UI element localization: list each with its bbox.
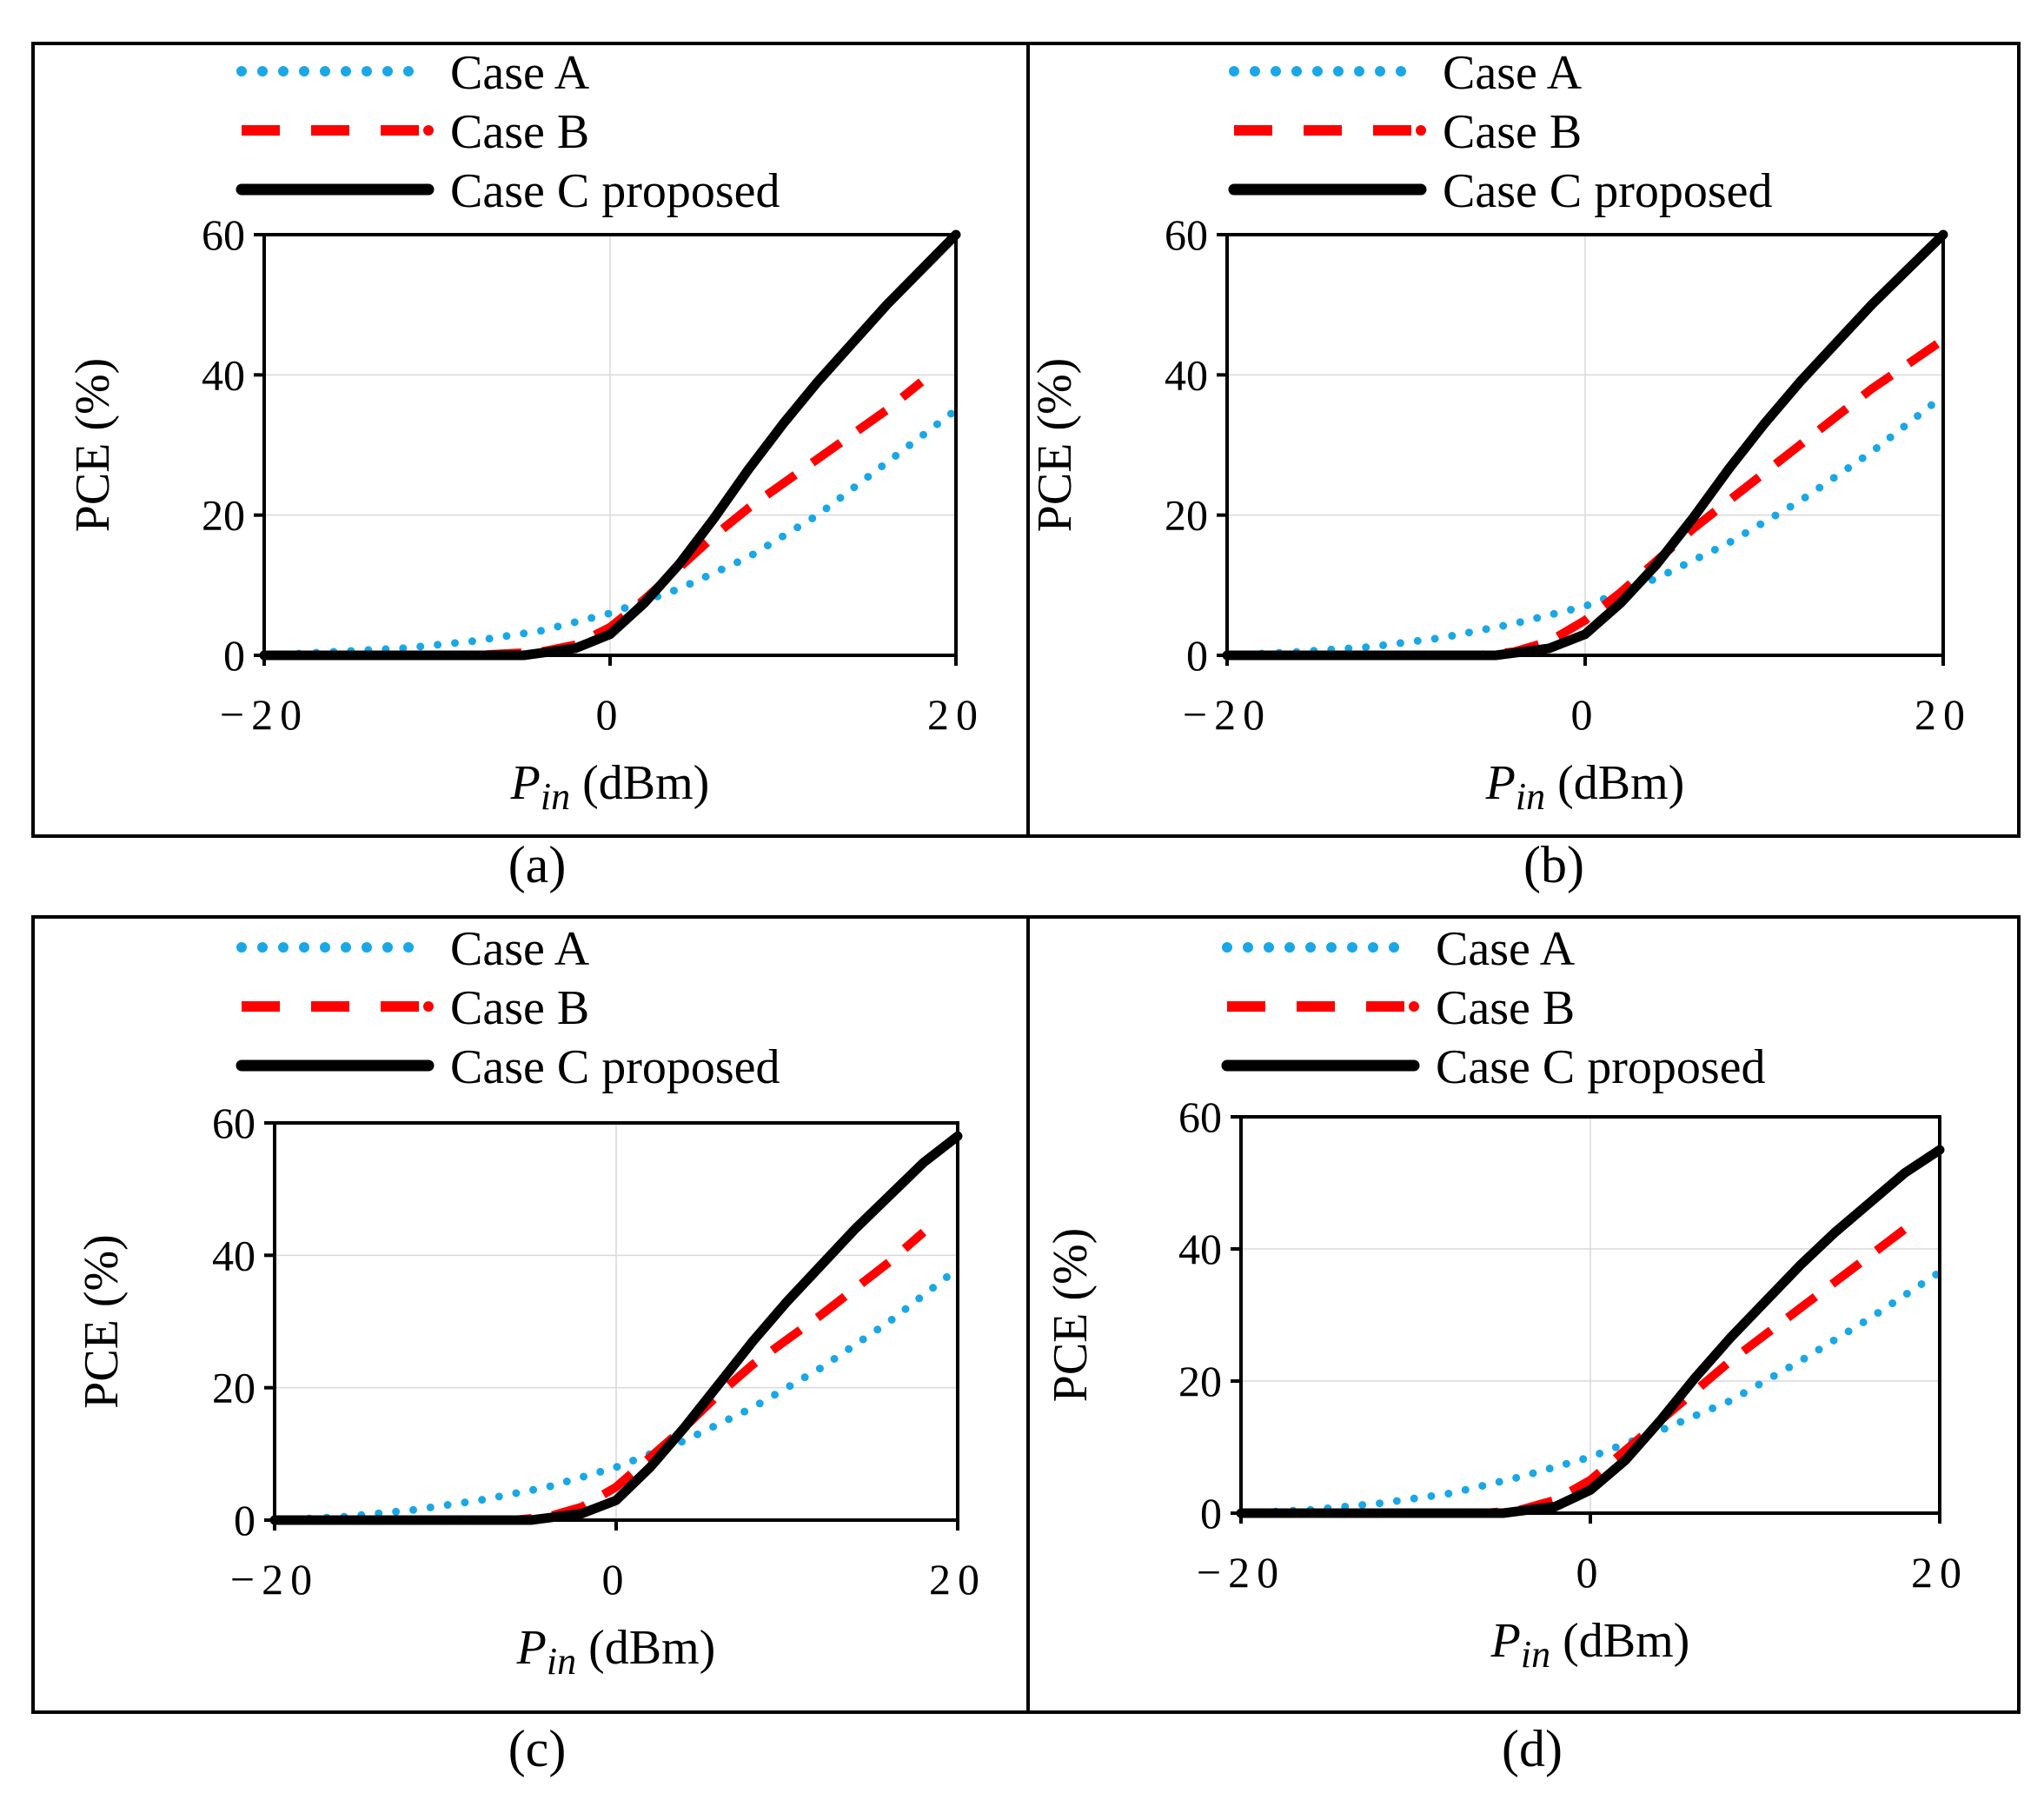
- y-axis-label: PCE (%): [1044, 1228, 1098, 1403]
- ytick-label: 60: [1178, 1092, 1222, 1141]
- legend-label: Case A: [450, 46, 590, 100]
- series-line-case-a: [270, 1265, 962, 1524]
- x-axis-label: Pin (dBm): [516, 1621, 716, 1683]
- series-line-case-c-proposed: [259, 229, 961, 661]
- ytick-label: 60: [202, 210, 245, 259]
- ytick-label: 0: [1200, 1489, 1222, 1537]
- panel-frame: [1026, 42, 2021, 838]
- series-line-case-c-proposed: [269, 1131, 963, 1525]
- ytick-label: 20: [1178, 1357, 1222, 1405]
- legend-label: Case A: [1443, 46, 1583, 100]
- ytick-label: 60: [1165, 210, 1208, 259]
- ytick-label: 20: [212, 1364, 256, 1412]
- xtick-label: 0: [1576, 1548, 1605, 1597]
- legend-swatch-dot: [423, 1001, 434, 1012]
- ytick-label: 40: [212, 1231, 256, 1279]
- legend-label: Case A: [450, 922, 590, 976]
- ytick-label: 60: [212, 1099, 256, 1147]
- series-line-case-c-proposed: [1236, 1145, 1945, 1518]
- ytick-label: 40: [1165, 350, 1208, 399]
- legend-swatch-dot: [423, 125, 434, 136]
- panel-caption: (d): [1502, 1720, 1563, 1777]
- panel-caption: (b): [1523, 836, 1584, 893]
- xtick-label: 0: [1571, 690, 1600, 739]
- legend-label: Case B: [450, 105, 589, 159]
- series-line-case-c-proposed: [1222, 229, 1948, 661]
- legend-label: Case B: [1436, 981, 1575, 1035]
- ytick-label: 40: [1178, 1225, 1222, 1273]
- legend-swatch-dot: [1416, 125, 1426, 136]
- xtick-label: 20: [927, 690, 985, 739]
- xtick-label: −20: [1197, 1548, 1285, 1597]
- ytick-label: 0: [234, 1496, 256, 1544]
- xtick-label: −20: [1183, 690, 1271, 739]
- ytick-label: 20: [202, 491, 245, 540]
- y-axis-label: PCE (%): [1028, 358, 1082, 533]
- xtick-label: 20: [1915, 690, 1972, 739]
- xtick-label: 20: [929, 1555, 986, 1604]
- x-axis-label: Pin (dBm): [1490, 1614, 1690, 1676]
- legend-label: Case C proposed: [1443, 164, 1773, 218]
- series-line-case-a: [260, 406, 960, 660]
- xtick-label: 20: [1911, 1548, 1968, 1597]
- xtick-label: 0: [602, 1555, 631, 1604]
- panel-frame: [1026, 915, 2021, 1714]
- xtick-label: 0: [596, 690, 625, 739]
- panel-caption: (c): [508, 1720, 567, 1777]
- legend-label: Case A: [1436, 922, 1576, 976]
- xtick-label: −20: [220, 690, 309, 739]
- legend-swatch-dot: [1409, 1001, 1419, 1012]
- ytick-label: 20: [1165, 491, 1208, 540]
- x-axis-label: Pin (dBm): [510, 756, 710, 818]
- panel-caption: (a): [508, 836, 567, 893]
- series-line-case-b: [1241, 1225, 1908, 1517]
- ytick-label: 0: [223, 631, 245, 680]
- legend-label: Case C proposed: [450, 164, 780, 218]
- legend-label: Case C proposed: [1436, 1040, 1766, 1094]
- ytick-label: 40: [202, 350, 245, 399]
- y-axis-label: PCE (%): [75, 1234, 129, 1409]
- legend-label: Case C proposed: [450, 1040, 780, 1094]
- xtick-label: −20: [230, 1555, 319, 1604]
- x-axis-label: Pin (dBm): [1485, 756, 1685, 818]
- series-line-case-a: [1223, 392, 1948, 660]
- ytick-label: 0: [1186, 631, 1208, 680]
- legend-label: Case B: [450, 981, 589, 1035]
- y-axis-label: PCE (%): [66, 358, 120, 533]
- legend-label: Case B: [1443, 105, 1582, 159]
